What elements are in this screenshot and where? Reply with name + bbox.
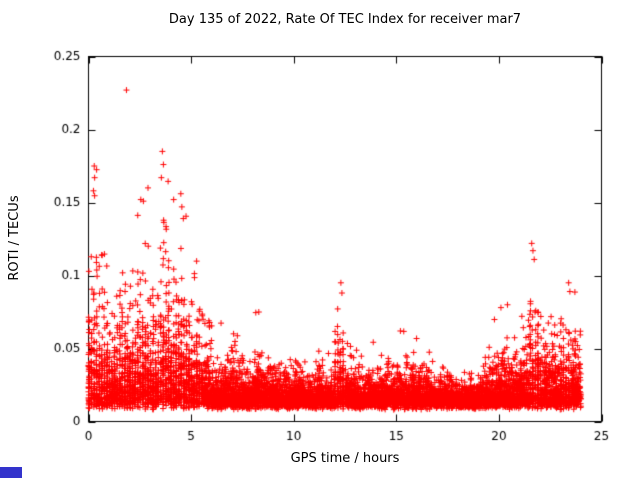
- chart-title: Day 135 of 2022, Rate Of TEC Index for r…: [168, 12, 522, 27]
- y-axis-label: ROTI / TECUs: [7, 195, 22, 281]
- corner-artifact: [0, 467, 22, 478]
- x-axis-label: GPS time / hours: [290, 451, 400, 466]
